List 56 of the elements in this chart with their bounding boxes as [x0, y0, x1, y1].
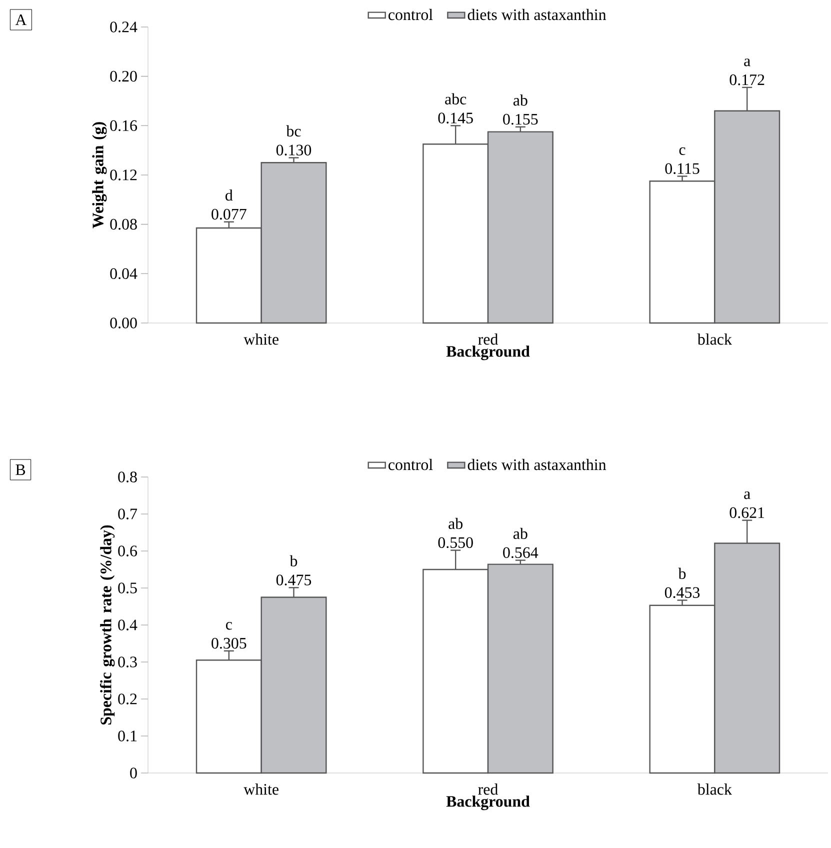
x-tick-label: white [244, 784, 278, 795]
annotation: ab [448, 518, 463, 530]
y-tick-label: 0.2 [118, 694, 137, 704]
x-tick-label: red [478, 784, 498, 795]
y-axis-title: Weight gain (g) [92, 122, 107, 228]
x-tick-label: white [244, 334, 278, 345]
y-tick-label: 0.24 [110, 22, 138, 32]
data-label: 0.564 [503, 547, 538, 558]
y-axis-title: Specific growth rate (%/day) [100, 525, 115, 724]
x-axis-title: Background [446, 346, 530, 360]
legend-label: diets with astaxanthin [468, 458, 606, 470]
y-tick-label: 0.12 [110, 170, 137, 180]
x-tick-label: black [697, 334, 732, 345]
annotation: abc [445, 93, 466, 104]
y-tick-label: 0.4 [118, 620, 138, 630]
data-label: 0.077 [212, 208, 246, 220]
legend-label: control [388, 458, 433, 470]
data-label: 0.145 [438, 112, 473, 124]
data-label: 0.475 [276, 574, 312, 586]
annotation: c [679, 147, 686, 156]
y-tick-label: 0.20 [110, 70, 137, 82]
data-label: 0.305 [212, 638, 246, 649]
annotation: bc [286, 125, 301, 137]
y-tick-label: 0.7 [118, 508, 138, 520]
data-label: 0.172 [730, 74, 764, 86]
data-label: 0.550 [438, 537, 473, 548]
annotation: a [744, 58, 750, 66]
y-tick-label: 0.1 [118, 730, 137, 742]
data-label: 0.115 [665, 163, 700, 174]
text: A [15, 14, 27, 26]
y-tick-label: 0.3 [118, 656, 137, 668]
annotation: b [678, 568, 686, 580]
data-label: 0.130 [276, 144, 312, 156]
y-tick-label: 0.8 [118, 472, 137, 482]
text: B [16, 464, 26, 475]
annotation: d [226, 189, 233, 201]
data-label: 0.453 [664, 587, 700, 598]
y-tick-label: 0.00 [110, 318, 137, 328]
y-tick-label: 0.16 [110, 120, 138, 132]
x-tick-label: black [697, 784, 732, 795]
x-axis-title: Background [446, 796, 530, 810]
x-tick-label: red [478, 334, 498, 345]
annotation: ab [513, 528, 528, 540]
y-tick-label: 0.6 [118, 546, 138, 556]
y-tick-label: 0.04 [110, 268, 138, 280]
legend-label: diets with astaxanthin [468, 8, 606, 20]
legend-label: control [388, 8, 433, 20]
y-tick-label: 0.5 [118, 582, 137, 594]
annotation: a [744, 491, 750, 500]
y-tick-label: 0 [130, 768, 137, 778]
annotation: ab [513, 94, 528, 106]
annotation: b [290, 555, 298, 566]
y-tick-label: 0.08 [110, 218, 137, 230]
data-label: 0.155 [503, 114, 538, 125]
data-label: 0.621 [730, 507, 764, 518]
annotation: c [226, 622, 232, 630]
